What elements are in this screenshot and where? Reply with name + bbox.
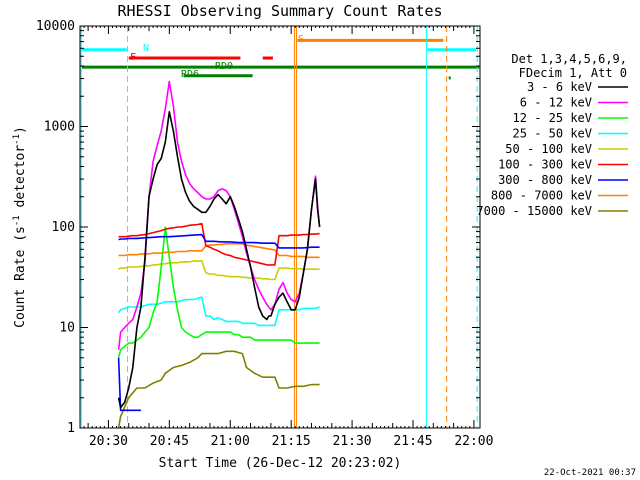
- flag-rd0-label: RD0: [215, 61, 233, 72]
- series-line-2: [119, 227, 320, 358]
- x-tick-label: 20:30: [89, 434, 128, 449]
- legend: Det 1,3,4,5,6,9,FDecim 1, Att 03 - 6 keV…: [476, 52, 628, 218]
- legend-entry-label: 7000 - 15000 keV: [476, 204, 592, 218]
- x-tick-label: 21:00: [211, 434, 250, 449]
- plot-frame: [80, 26, 480, 428]
- series-line-0: [119, 112, 320, 408]
- legend-entry-label: 50 - 100 keV: [505, 142, 592, 156]
- legend-entry-label: 25 - 50 keV: [513, 127, 592, 141]
- series-layer: [119, 82, 320, 428]
- series-line-8: [119, 351, 320, 428]
- flag-rd0-marker: [449, 76, 451, 79]
- flag-s-label: S: [298, 34, 304, 45]
- x-tick-label: 21:15: [272, 434, 311, 449]
- x-tick-label: 22:00: [454, 434, 493, 449]
- legend-entry-label: 3 - 6 keV: [527, 80, 592, 94]
- flag-layer: NF RD0 RD6 S: [82, 34, 479, 80]
- chart-title: RHESSI Observing Summary Count Rates: [117, 2, 442, 20]
- legend-entry-label: 800 - 7000 keV: [491, 189, 592, 203]
- legend-entry-label: 100 - 300 keV: [498, 158, 592, 172]
- y-axis-label: Count Rate (s-1 detector-1): [12, 126, 28, 328]
- vline-layer: [81, 26, 477, 428]
- y-tick-label: 1000: [44, 120, 75, 135]
- legend-header: FDecim 1, Att 0: [519, 66, 627, 80]
- legend-entry-label: 6 - 12 keV: [520, 96, 592, 110]
- y-tick-label: 100: [52, 220, 75, 235]
- y-tick-label: 1: [67, 421, 75, 436]
- legend-entry-label: 300 - 800 keV: [498, 173, 592, 187]
- x-axis-label: Start Time (26-Dec-12 20:23:02): [159, 456, 402, 471]
- flag-n-label: N: [143, 43, 149, 54]
- x-tick-label: 20:45: [150, 434, 189, 449]
- y-tick-label: 10: [59, 321, 75, 336]
- series-line-3: [119, 297, 320, 325]
- series-line-blue-upper: [119, 235, 320, 248]
- series-line-4: [119, 261, 320, 280]
- legend-header: Det 1,3,4,5,6,9,: [511, 52, 627, 66]
- footer-timestamp: 22-Oct-2021 00:37: [544, 468, 636, 478]
- flag-rd6-label: RD6: [181, 69, 199, 80]
- x-tick-label: 21:45: [393, 434, 432, 449]
- tick-layer: 20:30 20:45 21:00 21:15 21:30 21:45 22:00 1 10 10…: [36, 19, 494, 449]
- y-tick-label: 10000: [36, 19, 75, 34]
- flag-f-label: F: [130, 52, 136, 63]
- legend-entry-label: 12 - 25 keV: [513, 111, 592, 125]
- x-tick-label: 21:30: [333, 434, 372, 449]
